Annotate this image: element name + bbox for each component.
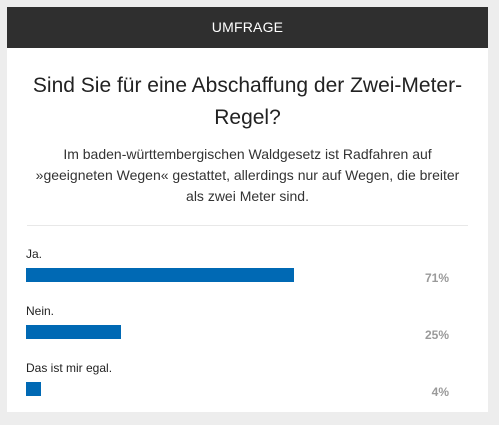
divider: [27, 225, 468, 226]
result-percent: 71%: [424, 271, 449, 285]
answer-label: Nein.: [26, 304, 55, 318]
answer-label: Ja.: [26, 247, 43, 261]
result-bar-track: [26, 382, 404, 396]
result-percent: 25%: [424, 328, 449, 342]
result-bar: [26, 382, 42, 396]
result-percent: 4%: [431, 385, 449, 399]
poll-results: Ja. 71% Nein. 25% Das ist mir egal. 4%: [26, 247, 467, 418]
poll-answer-egal: Das ist mir egal. 4%: [26, 361, 467, 418]
poll-header: UMFRAGE: [7, 7, 488, 48]
result-bar-track: [26, 325, 404, 339]
result-bar: [26, 325, 121, 339]
poll-answer-ja: Ja. 71%: [26, 247, 467, 304]
result-bar: [26, 268, 295, 282]
result-bar-track: [26, 268, 404, 282]
poll-answer-nein: Nein. 25%: [26, 304, 467, 361]
poll-widget: UMFRAGE Sind Sie für eine Abschaffung de…: [7, 7, 488, 412]
answer-label: Das ist mir egal.: [26, 361, 113, 375]
poll-question: Sind Sie für eine Abschaffung der Zwei-M…: [32, 74, 463, 129]
poll-description: Im baden-württembergischen Waldgesetz is…: [35, 146, 460, 204]
